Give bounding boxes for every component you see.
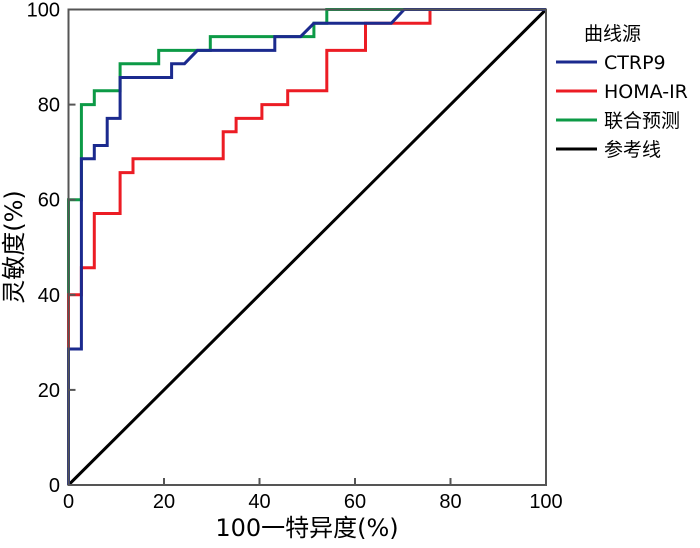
y-tick-label: 80 — [38, 95, 60, 117]
legend-label: 参考线 — [604, 139, 661, 161]
series-line-1 — [67, 8, 546, 485]
legend-label: 联合预测 — [604, 110, 680, 132]
y-tick-label: 20 — [38, 380, 60, 402]
x-axis-label: 100一特异度(%) — [215, 514, 398, 542]
legend-title: 曲线源 — [584, 23, 641, 45]
series-layer — [67, 8, 548, 487]
ticks-layer: 0 20 40 60 80 100 0 20 40 60 80 100 — [27, 0, 563, 513]
series-line-3 — [67, 8, 548, 487]
x-tick-label: 100 — [529, 491, 562, 513]
y-tick-label: 60 — [38, 190, 60, 212]
legend-label: CTRP9 — [604, 52, 666, 74]
plot-frame — [67, 8, 547, 486]
x-tick-label: 0 — [63, 491, 74, 513]
x-tick-label: 20 — [153, 491, 175, 513]
y-axis-label: 灵敏度(%) — [0, 190, 28, 304]
x-tick-label: 80 — [439, 491, 461, 513]
y-tick-label: 100 — [27, 0, 60, 22]
x-tick-label: 60 — [344, 491, 366, 513]
x-tick-label: 40 — [248, 491, 270, 513]
y-tick-label: 40 — [38, 285, 60, 307]
y-tick-label: 0 — [49, 475, 60, 497]
series-line-0 — [67, 8, 546, 485]
legend-label: HOMA-IR — [604, 81, 688, 103]
